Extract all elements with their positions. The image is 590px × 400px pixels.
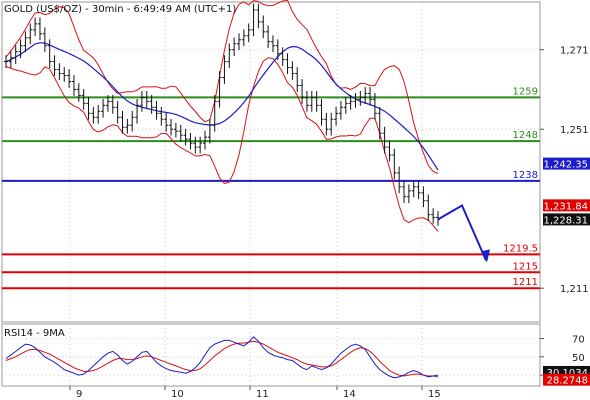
level-label: 1215 — [513, 261, 538, 272]
axis-layer: 9101114151,2711,2511,2117050301,242.351,… — [69, 46, 590, 400]
projection-arrow-line — [437, 204, 487, 261]
level-label: 1259 — [513, 86, 538, 97]
levels-layer: 1259 1248 1238 1219.5 1215 1211 — [2, 86, 540, 290]
price-badge-label: 1,228.31 — [543, 215, 588, 226]
x-axis-tick-label: 15 — [428, 389, 441, 400]
x-axis-tick-label: 14 — [343, 389, 356, 400]
level-label: 1211 — [513, 277, 538, 288]
level-label: 1219.5 — [503, 243, 538, 254]
indicator-badge-bg — [543, 373, 590, 386]
upper-band-line — [5, 0, 439, 174]
price-axis-tick-label: 1,271 — [560, 46, 589, 57]
projection-arrow-head — [481, 249, 490, 263]
x-axis-tick-label: 11 — [256, 389, 269, 400]
indicator-plot-frame — [1, 323, 541, 387]
indicator-axis-tick-label: 50 — [572, 353, 585, 364]
price-axis-tick-label: 1,211 — [560, 284, 589, 295]
price-badge-bg — [543, 157, 590, 170]
indicator-badge-label: 30.1034 — [547, 368, 588, 379]
price-badge-bg — [543, 199, 590, 212]
indicator-layer — [5, 336, 439, 379]
price-bars-layer — [4, 3, 440, 226]
level-label: 1248 — [513, 130, 538, 141]
price-badge-label: 1,231.84 — [543, 201, 588, 212]
x-axis-tick-label: 9 — [76, 389, 82, 400]
lower-band-line — [5, 57, 439, 232]
level-label: 1238 — [513, 170, 538, 181]
indicator-badge-label: 28.2748 — [547, 376, 588, 387]
chart-title: GOLD (US$/OZ) - 30min - 6:49:49 AM (UTC+… — [4, 4, 236, 15]
price-badge-bg — [543, 213, 590, 226]
rsi-ma-line — [5, 340, 439, 378]
main-plot-frame — [1, 1, 541, 323]
moving-average-line — [5, 42, 439, 171]
price-axis-tick-label: 1,251 — [560, 125, 589, 136]
grid-layer — [2, 2, 540, 386]
projection-layer — [437, 204, 490, 263]
price-badge-label: 1,242.35 — [543, 160, 588, 171]
x-axis-tick-label: 10 — [171, 389, 184, 400]
indicator-title: RSI14 - 9MA — [4, 328, 65, 339]
bollinger-bands-layer — [5, 0, 439, 232]
indicator-axis-tick-label: 70 — [572, 335, 585, 346]
rsi-line — [5, 336, 439, 379]
